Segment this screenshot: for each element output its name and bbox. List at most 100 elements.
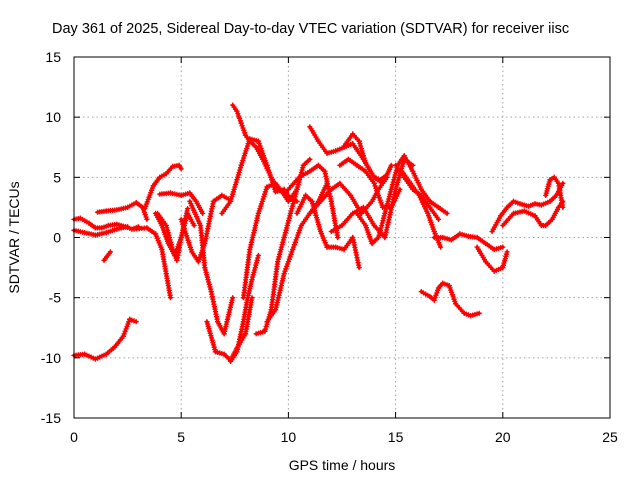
data-point — [244, 145, 250, 152]
series-arc-3 — [95, 200, 150, 222]
data-point — [230, 189, 236, 195]
data-point — [239, 123, 245, 129]
data-point — [284, 261, 291, 267]
series-arc-21 — [294, 192, 362, 271]
data-point — [240, 125, 246, 131]
data-point — [293, 237, 299, 243]
data-point — [284, 263, 290, 269]
data-point — [123, 326, 129, 332]
series-arc-33 — [474, 244, 510, 274]
data-point — [297, 225, 303, 231]
data-point — [286, 218, 292, 224]
data-point — [232, 182, 239, 188]
data-point — [431, 297, 437, 303]
data-point — [290, 246, 296, 253]
data-point — [262, 326, 269, 332]
data-point — [284, 222, 290, 229]
data-point — [120, 333, 126, 339]
series-arc-23 — [341, 131, 394, 183]
data-point — [275, 256, 281, 262]
data-point — [256, 141, 262, 147]
series-arc-18 — [253, 156, 313, 337]
data-point — [296, 227, 303, 233]
data-series — [71, 102, 566, 364]
series-arc-25 — [307, 174, 390, 216]
data-point — [387, 191, 393, 197]
data-point — [237, 165, 244, 171]
series-line — [295, 193, 361, 270]
data-point — [435, 216, 442, 222]
series-arc-9 — [157, 190, 206, 216]
data-point — [230, 191, 236, 197]
data-point — [292, 239, 298, 245]
y-tick-label: -15 — [41, 410, 61, 426]
data-point — [142, 212, 148, 218]
y-tick-label: 15 — [45, 49, 61, 65]
data-point — [378, 200, 384, 206]
data-point — [292, 194, 298, 200]
data-point — [262, 191, 268, 197]
series-arc-27 — [354, 153, 407, 247]
data-point — [377, 230, 383, 236]
data-point — [263, 186, 269, 192]
data-point — [238, 162, 244, 168]
data-point — [299, 167, 305, 173]
data-point — [253, 262, 259, 268]
y-tick-label: 10 — [45, 109, 61, 125]
y-axis-title: SDTVAR / TECUs — [6, 181, 22, 293]
data-point — [359, 148, 365, 154]
data-point — [282, 268, 288, 274]
data-point — [235, 172, 241, 178]
data-point — [377, 197, 383, 203]
data-point — [504, 249, 510, 255]
data-point — [263, 323, 269, 330]
data-point — [144, 216, 150, 222]
data-point — [391, 174, 398, 180]
series-arc-7 — [131, 225, 174, 301]
x-tick-label: 0 — [70, 429, 78, 445]
data-point — [125, 321, 131, 327]
data-point — [238, 120, 244, 126]
data-point — [382, 208, 389, 214]
data-point — [434, 290, 440, 296]
data-point — [200, 210, 206, 216]
data-point — [288, 251, 294, 257]
data-point — [178, 216, 184, 222]
data-point — [476, 310, 482, 316]
data-point — [362, 157, 368, 164]
data-point — [371, 180, 377, 186]
y-tick-label: 5 — [53, 169, 61, 185]
data-point — [384, 174, 390, 180]
data-point — [295, 184, 301, 190]
data-point — [204, 272, 210, 278]
data-point — [294, 234, 300, 241]
data-point — [356, 138, 362, 144]
data-point — [231, 186, 237, 192]
data-point — [241, 127, 247, 133]
data-point — [244, 143, 251, 149]
axis-ticks: 0 5 10 15 20 25 -15 -10 -5 0 5 10 15 — [41, 49, 618, 445]
data-point — [240, 157, 246, 164]
data-point — [281, 271, 287, 277]
data-point — [286, 256, 292, 262]
series-arc-6 — [142, 162, 184, 212]
data-point — [290, 201, 296, 207]
data-point — [444, 210, 450, 216]
y-tick-label: -10 — [41, 350, 61, 366]
data-point — [228, 196, 234, 202]
series-arc-1 — [71, 215, 141, 232]
data-point — [290, 244, 297, 250]
data-point — [233, 179, 239, 185]
data-point — [356, 265, 362, 271]
data-point — [285, 259, 291, 265]
series-line — [179, 193, 230, 264]
data-point — [236, 115, 243, 121]
data-point — [236, 169, 242, 176]
series-arc-4 — [101, 249, 113, 263]
data-point — [378, 225, 384, 231]
series-arc-36 — [543, 174, 566, 210]
data-point — [386, 196, 392, 202]
data-point — [255, 210, 261, 216]
y-tick-label: -5 — [49, 290, 62, 306]
series-line — [143, 163, 183, 211]
